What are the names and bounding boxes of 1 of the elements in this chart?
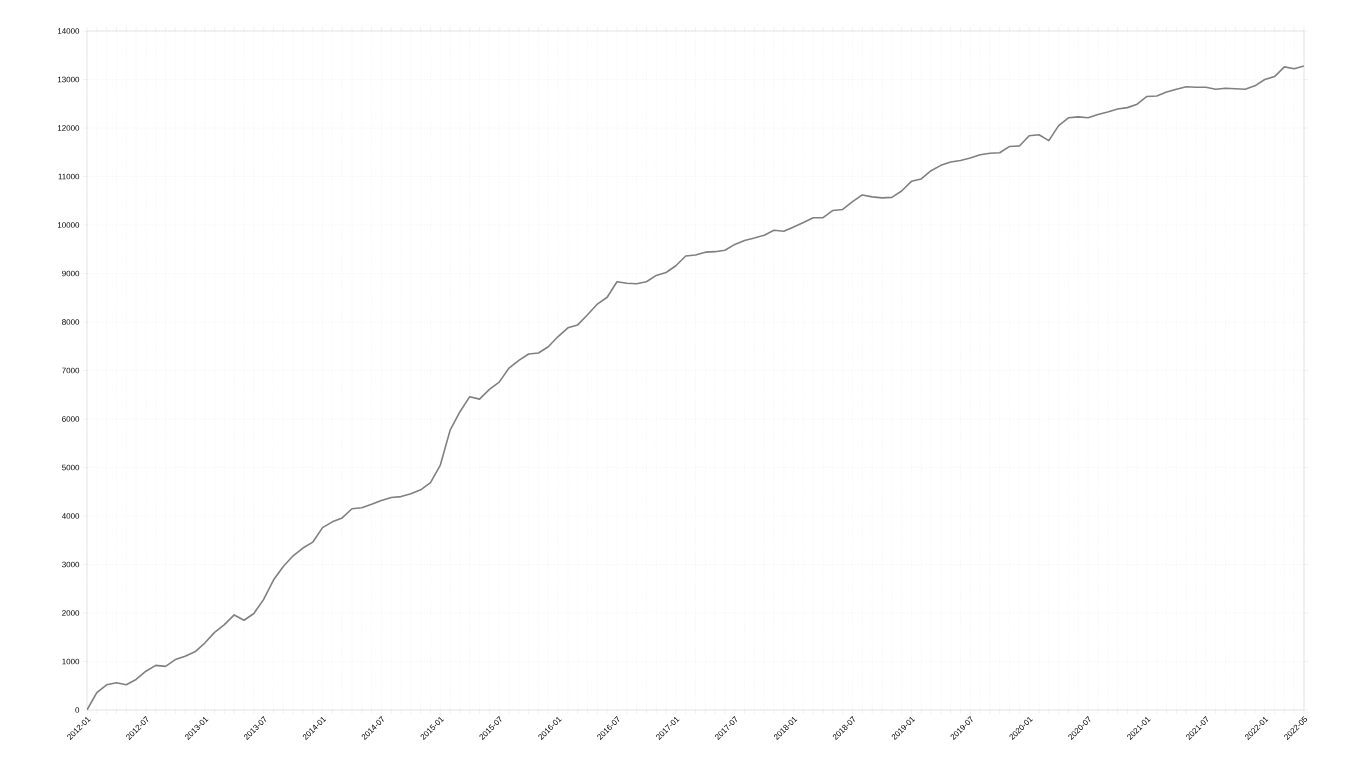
- line-series: [87, 65, 1304, 710]
